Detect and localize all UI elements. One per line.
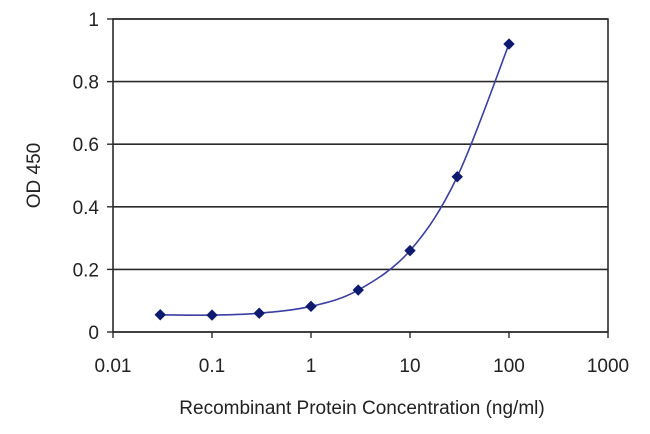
grid <box>113 18 608 333</box>
y-tick-label: 0.8 <box>73 73 99 94</box>
plot-frame <box>112 18 609 333</box>
data-point <box>253 307 265 319</box>
x-tick-label: 1 <box>306 356 317 377</box>
x-tick-label: 10 <box>399 356 420 377</box>
y-tick-label: 0.2 <box>73 260 99 281</box>
x-axis-label: Recombinant Protein Concentration (ng/ml… <box>179 398 544 419</box>
x-tick-label: 1000 <box>587 356 629 377</box>
y-tick-label: 1 <box>88 10 99 31</box>
tick-labels: 0 0.2 0.4 0.6 0.8 1 0.01 0.1 1 10 100 1000 <box>73 10 630 377</box>
data-point <box>154 309 166 321</box>
data-point <box>206 309 218 321</box>
y-tick-label: 0 <box>88 323 99 344</box>
y-tick-label: 0.4 <box>73 198 100 219</box>
x-tick-label: 0.1 <box>199 356 225 377</box>
series <box>154 38 515 321</box>
data-point <box>305 300 317 313</box>
x-tick-label: 100 <box>493 356 525 377</box>
y-tick-label: 0.6 <box>73 135 99 156</box>
ticks <box>107 18 609 338</box>
x-tick-label: 0.01 <box>95 356 132 377</box>
data-point <box>404 244 416 257</box>
data-point <box>451 171 463 183</box>
data-point <box>503 38 515 50</box>
y-axis-label: OD 450 <box>24 143 45 208</box>
data-point <box>352 284 364 296</box>
